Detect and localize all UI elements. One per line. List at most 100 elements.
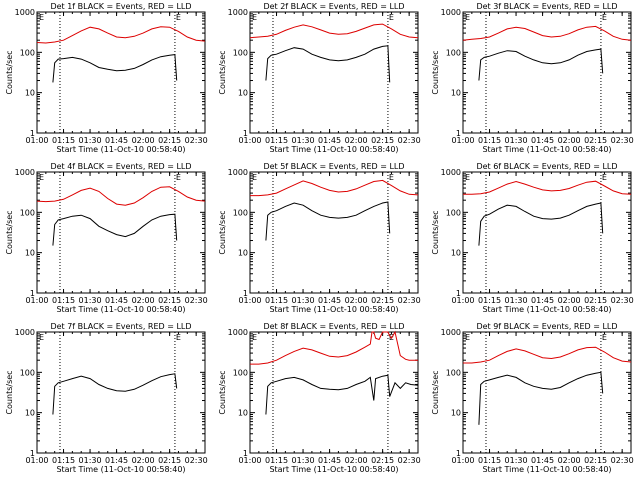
x-tick-label: 02:00 [132, 456, 155, 465]
y-tick-label: 1000 [15, 328, 35, 337]
x-tick-label: 02:30 [611, 136, 634, 145]
y-tick-label: 10 [451, 89, 461, 98]
x-tick-label: 01:00 [238, 136, 261, 145]
y-tick-label: 1000 [228, 8, 248, 17]
x-tick-label: 01:45 [105, 136, 128, 145]
panel-4: Det 4f BLACK = Events, RED = LLD E E 01:00 0… [5, 162, 208, 314]
x-tick-label: 02:15 [158, 456, 181, 465]
x-tick-label: 02:15 [584, 296, 607, 305]
chart-title: Det 9f BLACK = Events, RED = LLD [476, 322, 617, 331]
x-tick-label: 01:00 [238, 296, 261, 305]
x-tick-label: 02:00 [132, 136, 155, 145]
panel-1: Det 1f BLACK = Events, RED = LLD E E 01:00 0… [5, 2, 208, 154]
x-tick-label: 01:30 [505, 456, 528, 465]
panel-7: Det 7f BLACK = Events, RED = LLD E E 01:00 0… [5, 322, 208, 474]
x-axis-label: Start Time (11-Oct-10 00:58:40) [269, 305, 398, 314]
x-tick-label: 01:15 [52, 136, 75, 145]
marker-label: E [389, 13, 394, 22]
x-tick-label: 01:15 [265, 296, 288, 305]
marker-label: E [465, 13, 470, 22]
plot-frame [249, 171, 419, 294]
plot-frame [249, 331, 419, 454]
lld-series-line [250, 330, 418, 365]
x-axis-label: Start Time (11-Oct-10 00:58:40) [482, 465, 611, 474]
x-tick-label: 01:15 [52, 456, 75, 465]
x-tick-label: 02:00 [558, 456, 581, 465]
lld-series-line [250, 179, 419, 197]
y-tick-label: 100 [20, 208, 35, 217]
panel-2: Det 2f BLACK = Events, RED = LLD E E 01:00 0… [218, 2, 421, 154]
y-axis-label: Counts/sec [218, 50, 227, 94]
x-tick-label: 01:00 [451, 296, 474, 305]
x-tick-label: 01:15 [265, 136, 288, 145]
x-tick-label: 02:15 [371, 296, 394, 305]
y-tick-label: 100 [233, 368, 248, 377]
x-axis-label: Start Time (11-Oct-10 00:58:40) [482, 305, 611, 314]
panel-3: Det 3f BLACK = Events, RED = LLD E E 01:00 0… [431, 2, 634, 154]
x-tick-label: 02:30 [185, 296, 208, 305]
events-series-line [478, 48, 604, 81]
x-axis-label: Start Time (11-Oct-10 00:58:40) [56, 305, 185, 314]
y-axis-label: Counts/sec [5, 50, 14, 94]
y-tick-label: 100 [233, 208, 248, 217]
plot-frame [462, 331, 632, 454]
marker-label: E [602, 13, 607, 22]
x-tick-label: 02:15 [158, 296, 181, 305]
y-tick-label: 100 [20, 48, 35, 57]
x-tick-label: 02:30 [185, 136, 208, 145]
y-tick-label: 10 [451, 409, 461, 418]
x-tick-label: 02:15 [371, 136, 394, 145]
x-tick-label: 01:15 [52, 296, 75, 305]
events-series-line [478, 371, 604, 425]
plot-frame [462, 11, 632, 134]
x-tick-label: 01:00 [25, 136, 48, 145]
x-tick-label: 01:30 [292, 456, 315, 465]
x-tick-label: 02:15 [584, 136, 607, 145]
y-tick-label: 1000 [15, 8, 35, 17]
plot-frame [36, 171, 206, 294]
x-tick-label: 02:15 [584, 456, 607, 465]
x-tick-label: 02:30 [611, 296, 634, 305]
y-tick-label: 10 [238, 409, 248, 418]
x-tick-label: 01:30 [292, 296, 315, 305]
panel-9: Det 9f BLACK = Events, RED = LLD E E 01:00 0… [431, 322, 634, 474]
y-tick-label: 1 [243, 129, 248, 138]
events-series-line [265, 45, 391, 83]
marker-label: E [602, 173, 607, 182]
x-axis-label: Start Time (11-Oct-10 00:58:40) [269, 145, 398, 154]
x-tick-label: 01:30 [505, 296, 528, 305]
marker-label: E [39, 13, 44, 22]
x-tick-label: 01:00 [451, 456, 474, 465]
marker-label: E [176, 13, 181, 22]
chart-title: Det 1f BLACK = Events, RED = LLD [50, 2, 191, 11]
y-tick-label: 100 [233, 48, 248, 57]
x-tick-label: 02:00 [558, 296, 581, 305]
lld-series-line [463, 180, 632, 195]
lld-series-line [36, 26, 206, 44]
y-axis-label: Counts/sec [218, 370, 227, 414]
plot-frame [462, 171, 632, 294]
x-tick-label: 01:45 [105, 456, 128, 465]
x-tick-label: 02:30 [398, 296, 421, 305]
events-series-line [265, 374, 419, 415]
y-tick-label: 10 [25, 409, 35, 418]
x-axis-label: Start Time (11-Oct-10 00:58:40) [269, 465, 398, 474]
y-tick-label: 1 [456, 129, 461, 138]
marker-label: E [39, 333, 44, 342]
x-tick-label: 02:30 [611, 456, 634, 465]
x-tick-label: 01:30 [79, 296, 102, 305]
events-series-line [52, 213, 178, 246]
y-tick-label: 1000 [228, 168, 248, 177]
x-tick-label: 02:30 [398, 136, 421, 145]
chart-title: Det 2f BLACK = Events, RED = LLD [263, 2, 404, 11]
y-tick-label: 1 [30, 289, 35, 298]
chart-title: Det 5f BLACK = Events, RED = LLD [263, 162, 404, 171]
lld-series-line [462, 25, 632, 41]
y-tick-label: 1000 [15, 168, 35, 177]
x-tick-label: 01:15 [478, 136, 501, 145]
plot-frame [36, 11, 206, 134]
x-tick-label: 01:45 [531, 136, 554, 145]
y-tick-label: 10 [238, 249, 248, 258]
x-tick-label: 02:30 [398, 456, 421, 465]
x-tick-label: 01:15 [478, 296, 501, 305]
